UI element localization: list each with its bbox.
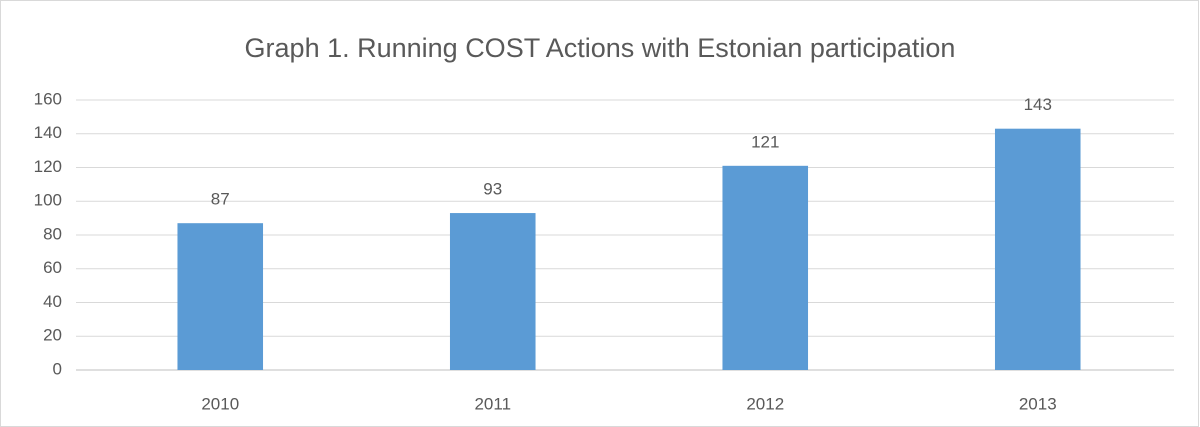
x-tick-label: 2013: [1019, 394, 1057, 413]
x-tick-label: 2010: [201, 394, 239, 413]
y-tick-label: 40: [43, 292, 62, 311]
bar: [722, 165, 809, 370]
y-tick-label: 100: [34, 191, 62, 210]
y-tick-label: 120: [34, 157, 62, 176]
x-tick-label: 2011: [474, 394, 511, 413]
data-label: 121: [751, 132, 779, 151]
y-tick-label: 60: [43, 258, 62, 277]
bar: [449, 213, 536, 370]
x-tick-label: 2012: [746, 394, 784, 413]
y-tick-label: 80: [43, 224, 62, 243]
y-tick-label: 0: [53, 359, 62, 378]
data-label: 93: [483, 180, 502, 199]
bar: [994, 128, 1081, 370]
bar: [177, 223, 264, 370]
y-tick-label: 160: [34, 89, 62, 108]
y-tick-label: 140: [34, 123, 62, 142]
data-label: 87: [211, 190, 230, 209]
chart-title: Graph 1. Running COST Actions with Eston…: [245, 33, 956, 63]
y-tick-label: 20: [43, 326, 62, 345]
data-label: 143: [1024, 95, 1052, 114]
